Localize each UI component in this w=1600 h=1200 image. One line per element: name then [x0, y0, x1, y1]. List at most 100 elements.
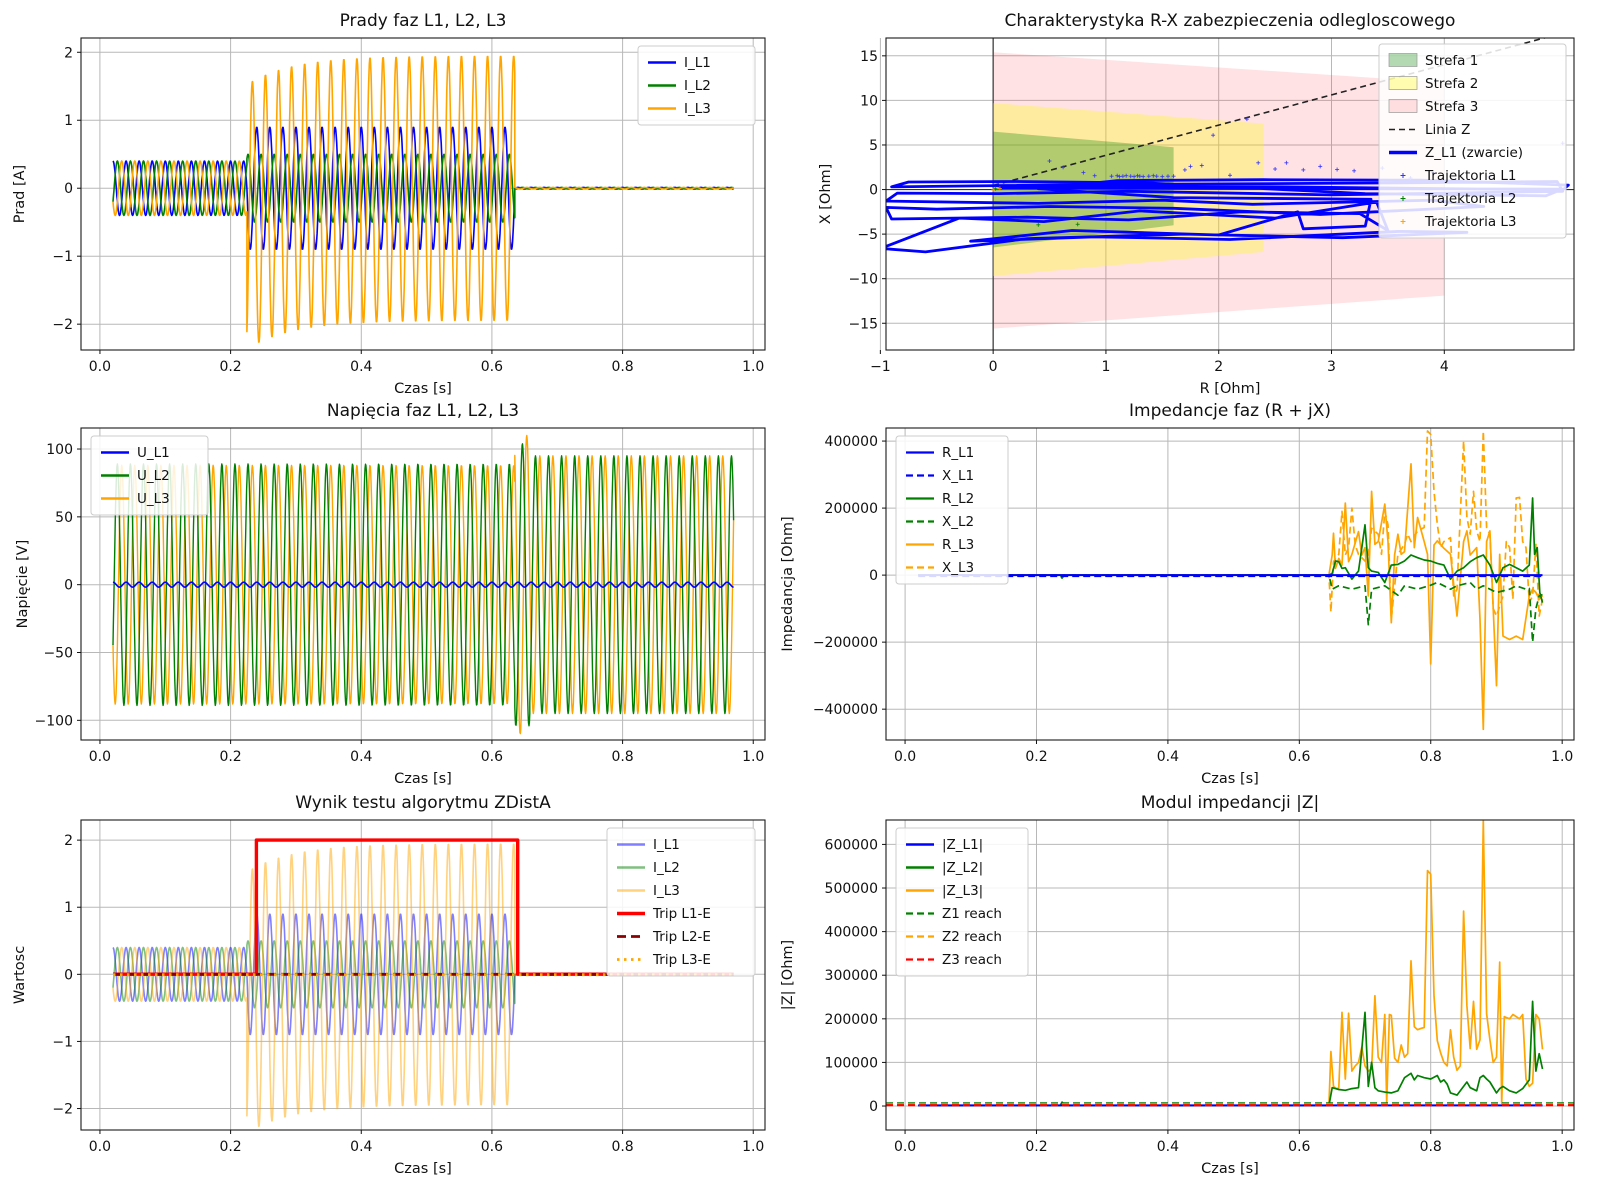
y-tick-label: 400000: [825, 925, 878, 941]
series-U_L3: [112, 434, 735, 735]
x-tick-label: 0.4: [1157, 1139, 1179, 1155]
x-tick-label: 0.0: [894, 1139, 916, 1155]
legend-label: Trip L2-E: [652, 929, 711, 945]
legend-label: I_L3: [684, 101, 711, 117]
y-tick-label: −50: [43, 646, 73, 662]
chart-prady: 0.0 0.2 0.4 0.6 0.8 1.0 −2 −1 0 1 2 Czas [s] Prad [A…: [12, 37, 766, 397]
y-tick-label: 0: [64, 181, 73, 197]
y-tick-label: 0: [869, 568, 878, 584]
y-tick-label: 5: [869, 138, 878, 154]
legend: Strefa 1 Strefa 2 Strefa 3 Linia Z Z_L1 (zwa…: [1378, 43, 1567, 239]
legend-label: R_L1: [942, 445, 974, 461]
y-tick-label: 15: [860, 49, 878, 65]
y-tick-label: 200000: [825, 501, 878, 517]
chart-title-modul-z: Modul impedancji |Z|: [1140, 793, 1320, 813]
y-axis-label: Wartosc: [12, 946, 28, 1004]
scatter-trajektoria-L3: [991, 186, 1002, 192]
legend-label: |Z_L3|: [942, 883, 983, 899]
y-tick-label: 0: [64, 578, 73, 594]
y-tick-label: −2: [52, 1102, 73, 1118]
y-axis-label: X [Ohm]: [818, 164, 834, 225]
legend: I_L1 I_L2 I_L3 Trip L1-E Trip L2-E Trip L3-E: [606, 827, 756, 977]
y-tick-label: −100: [35, 713, 73, 729]
series-Z_L2-mod: [918, 1000, 1544, 1107]
y-tick-label: 0: [869, 1099, 878, 1115]
zone-strefa-3: [993, 52, 1445, 329]
tick-labels: 0.0 0.2 0.4 0.6 0.8 1.0 −400000 −200000 0 200000 4…: [813, 434, 1574, 765]
axes-frame: [80, 427, 766, 741]
y-tick-label: −1: [52, 1034, 73, 1050]
legend-label: Trajektoria L3: [1424, 214, 1517, 230]
legend-label: U_L2: [137, 468, 170, 484]
x-tick-label: 1.0: [742, 749, 764, 765]
y-tick-label: −400000: [813, 702, 878, 718]
legend-label: X_L2: [942, 514, 974, 530]
x-tick-label: 0.0: [89, 749, 111, 765]
x-tick-label: 0.2: [1025, 749, 1047, 765]
legend-label: Linia Z: [1425, 122, 1470, 138]
plot-area: [112, 55, 734, 343]
x-tick-label: 0.6: [481, 1139, 503, 1155]
legend-label: X_L3: [942, 560, 974, 576]
series-R_L3: [918, 463, 1544, 731]
legend-swatch: [1388, 99, 1418, 113]
chart-title-prady: Prady faz L1, L2, L3: [339, 11, 507, 31]
y-tick-label: 1: [64, 113, 73, 129]
chart-title-napiecia: Napięcia faz L1, L2, L3: [326, 401, 520, 421]
y-tick-label: 200000: [825, 1012, 878, 1028]
legend-label: Trip L3-E: [652, 952, 711, 968]
x-tick-label: 1.0: [742, 359, 764, 375]
legend-label: X_L1: [942, 468, 974, 484]
x-tick-label: 0.0: [89, 359, 111, 375]
legend-label: Strefa 3: [1425, 99, 1478, 115]
series-I_L3: [112, 55, 734, 343]
legend: I_L1 I_L2 I_L3: [637, 45, 756, 126]
x-axis-label: Czas [s]: [394, 381, 452, 397]
y-tick-label: 0: [64, 967, 73, 983]
legend-label: Z_L1 (zwarcie): [1425, 145, 1523, 161]
legend-swatch: [1388, 53, 1418, 67]
y-axis-label: Prad [A]: [12, 165, 28, 223]
series-U_L2: [112, 443, 735, 727]
legend-label: |Z_L2|: [942, 860, 983, 876]
x-axis-label: Czas [s]: [1201, 771, 1259, 787]
legend-label: R_L3: [942, 537, 974, 553]
x-tick-label: 0: [989, 359, 998, 375]
x-tick-label: 0.6: [1288, 1139, 1310, 1155]
y-tick-label: 600000: [825, 837, 878, 853]
x-tick-label: 0.4: [350, 359, 372, 375]
x-axis-label: Czas [s]: [394, 1161, 452, 1177]
x-tick-label: 0.8: [611, 359, 633, 375]
x-tick-label: 0.6: [481, 359, 503, 375]
y-tick-label: 2: [64, 45, 73, 61]
series-X_L3: [918, 430, 1544, 620]
tick-labels: 0.0 0.2 0.4 0.6 0.8 1.0 −100 −50 0 50 100: [35, 442, 765, 765]
legend-label: Trip L1-E: [652, 906, 711, 922]
legend: |Z_L1| |Z_L2| |Z_L3| Z1 reach Z2 reach Z3 rea…: [895, 827, 1029, 977]
legend-label: Strefa 2: [1425, 76, 1478, 92]
x-tick-label: 0.0: [89, 1139, 111, 1155]
x-axis-label: R [Ohm]: [1200, 381, 1261, 397]
legend-label: Z1 reach: [942, 906, 1002, 922]
y-tick-label: 300000: [825, 968, 878, 984]
legend-label: U_L1: [137, 445, 170, 461]
legend-label: I_L2: [684, 78, 711, 94]
axes-frame: [885, 37, 1575, 351]
x-tick-label: 2: [1214, 359, 1223, 375]
y-tick-label: 50: [55, 510, 73, 526]
x-tick-label: 0.4: [350, 749, 372, 765]
x-axis-label: Czas [s]: [1201, 1161, 1259, 1177]
y-tick-label: −2: [52, 317, 73, 333]
x-tick-label: 0.6: [481, 749, 503, 765]
y-tick-label: 0: [869, 183, 878, 199]
x-tick-label: 1: [1101, 359, 1110, 375]
x-tick-label: 0.2: [219, 749, 241, 765]
y-tick-label: −200000: [813, 635, 878, 651]
legend-label: Z2 reach: [942, 929, 1002, 945]
plot-area: [886, 38, 1570, 329]
x-tick-label: 0.2: [219, 1139, 241, 1155]
x-tick-label: 0.6: [1288, 749, 1310, 765]
x-tick-label: 0.2: [219, 359, 241, 375]
